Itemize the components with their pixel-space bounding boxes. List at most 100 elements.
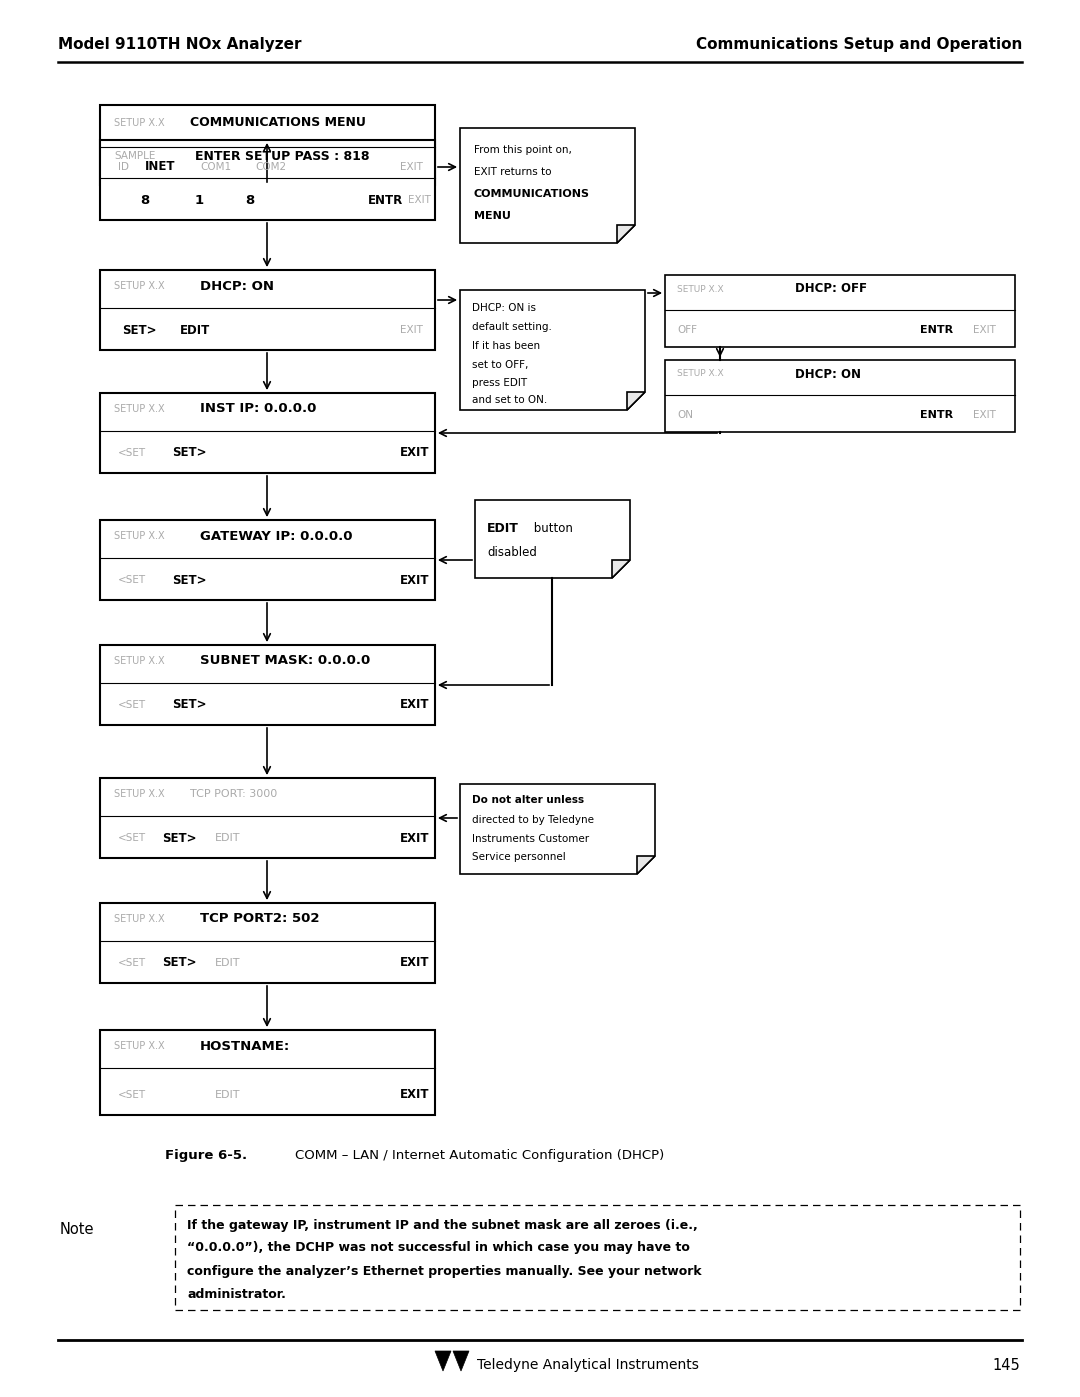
Text: “0.0.0.0”), the DCHP was not successful in which case you may have to: “0.0.0.0”), the DCHP was not successful … (187, 1242, 690, 1255)
Text: Instruments Customer: Instruments Customer (472, 834, 589, 844)
Bar (100, 645, 435, 725)
Text: TCP PORT2: 502: TCP PORT2: 502 (200, 912, 320, 925)
Text: OFF: OFF (677, 326, 697, 335)
Text: COMM – LAN / Internet Automatic Configuration (DHCP): COMM – LAN / Internet Automatic Configur… (295, 1148, 664, 1161)
Bar (100, 520, 435, 599)
Bar (175, 1206, 1020, 1310)
Bar (100, 105, 435, 184)
Polygon shape (617, 225, 635, 243)
Text: Do not alter unless: Do not alter unless (472, 795, 584, 805)
Text: <SET: <SET (118, 700, 146, 710)
Text: and set to ON.: and set to ON. (472, 395, 548, 405)
Text: DHCP: OFF: DHCP: OFF (795, 282, 867, 296)
Text: EXIT: EXIT (400, 831, 430, 845)
Text: SET>: SET> (172, 447, 206, 460)
Bar (665, 360, 1015, 432)
Text: SET>: SET> (162, 831, 197, 845)
Text: disabled: disabled (487, 545, 537, 559)
Text: 145: 145 (993, 1358, 1020, 1372)
Text: EXIT: EXIT (973, 409, 996, 420)
Text: 8: 8 (245, 194, 254, 207)
Polygon shape (637, 856, 654, 875)
Polygon shape (453, 1351, 469, 1370)
Text: SETUP X.X: SETUP X.X (114, 789, 164, 799)
Text: <SET: <SET (118, 833, 146, 842)
Text: set to OFF,: set to OFF, (472, 360, 528, 370)
Bar (100, 140, 435, 219)
Text: SETUP X.X: SETUP X.X (677, 285, 724, 293)
Text: EXIT returns to: EXIT returns to (474, 168, 552, 177)
Polygon shape (627, 393, 645, 409)
Text: EXIT: EXIT (400, 447, 430, 460)
Text: EDIT: EDIT (215, 1090, 241, 1099)
Text: SET>: SET> (172, 698, 206, 711)
Text: SETUP X.X: SETUP X.X (114, 914, 164, 923)
Text: EDIT: EDIT (215, 833, 241, 842)
Text: Service personnel: Service personnel (472, 852, 566, 862)
Bar (100, 902, 435, 983)
Text: Model 9110TH NOx Analyzer: Model 9110TH NOx Analyzer (58, 38, 301, 53)
Text: EXIT: EXIT (400, 957, 430, 970)
Text: COM1: COM1 (200, 162, 231, 172)
Text: directed to by Teledyne: directed to by Teledyne (472, 814, 594, 826)
Text: default setting.: default setting. (472, 321, 552, 332)
Text: <SET: <SET (118, 1090, 146, 1099)
Text: COM2: COM2 (255, 162, 286, 172)
Text: <SET: <SET (118, 448, 146, 458)
Text: SETUP X.X: SETUP X.X (677, 369, 724, 379)
Text: ENTR: ENTR (920, 326, 954, 335)
Text: From this point on,: From this point on, (474, 145, 572, 155)
Text: Communications Setup and Operation: Communications Setup and Operation (696, 38, 1022, 53)
Polygon shape (435, 1351, 451, 1370)
Text: MENU: MENU (474, 211, 511, 221)
Text: If it has been: If it has been (472, 341, 540, 351)
Text: SETUP X.X: SETUP X.X (114, 117, 164, 129)
Text: EXIT: EXIT (400, 162, 423, 172)
Text: COMMUNICATIONS MENU: COMMUNICATIONS MENU (190, 116, 366, 130)
Text: administrator.: administrator. (187, 1288, 286, 1301)
Text: SET>: SET> (162, 957, 197, 970)
Bar (100, 270, 435, 351)
Text: SETUP X.X: SETUP X.X (114, 531, 164, 541)
Text: Figure 6-5.: Figure 6-5. (165, 1148, 247, 1161)
Text: EDIT: EDIT (180, 324, 211, 337)
Bar (100, 393, 435, 474)
Text: INST IP: 0.0.0.0: INST IP: 0.0.0.0 (200, 402, 316, 415)
Text: EXIT: EXIT (973, 326, 996, 335)
Text: SET>: SET> (122, 324, 157, 337)
Text: configure the analyzer’s Ethernet properties manually. See your network: configure the analyzer’s Ethernet proper… (187, 1264, 702, 1277)
Text: SETUP X.X: SETUP X.X (114, 1041, 164, 1051)
Text: SETUP X.X: SETUP X.X (114, 404, 164, 414)
Polygon shape (460, 129, 635, 243)
Text: <SET: <SET (118, 958, 146, 968)
Text: If the gateway IP, instrument IP and the subnet mask are all zeroes (i.e.,: If the gateway IP, instrument IP and the… (187, 1218, 698, 1232)
Text: DHCP: ON is: DHCP: ON is (472, 303, 536, 313)
Polygon shape (460, 291, 645, 409)
Text: EXIT: EXIT (408, 196, 431, 205)
Text: DHCP: ON: DHCP: ON (200, 279, 274, 292)
Text: button: button (530, 521, 572, 535)
Bar (100, 778, 435, 858)
Bar (665, 275, 1015, 346)
Text: SET>: SET> (172, 574, 206, 587)
Text: INET: INET (145, 161, 175, 173)
Text: ON: ON (677, 409, 693, 420)
Text: TCP PORT: 3000: TCP PORT: 3000 (190, 789, 278, 799)
Text: EDIT: EDIT (487, 521, 518, 535)
Bar (100, 1030, 435, 1115)
Text: EXIT: EXIT (400, 574, 430, 587)
Polygon shape (475, 500, 630, 578)
Text: press EDIT: press EDIT (472, 379, 527, 388)
Text: EXIT: EXIT (400, 1088, 430, 1101)
Polygon shape (612, 560, 630, 578)
Text: ENTER SETUP PASS : 818: ENTER SETUP PASS : 818 (195, 149, 369, 162)
Text: EXIT: EXIT (400, 698, 430, 711)
Text: HOSTNAME:: HOSTNAME: (200, 1039, 291, 1052)
Text: SETUP X.X: SETUP X.X (114, 281, 164, 291)
Text: EDIT: EDIT (215, 958, 241, 968)
Text: SETUP X.X: SETUP X.X (114, 657, 164, 666)
Text: ENTR: ENTR (368, 194, 403, 207)
Text: ID: ID (118, 162, 129, 172)
Text: Note: Note (60, 1222, 95, 1238)
Text: DHCP: ON: DHCP: ON (795, 367, 861, 380)
